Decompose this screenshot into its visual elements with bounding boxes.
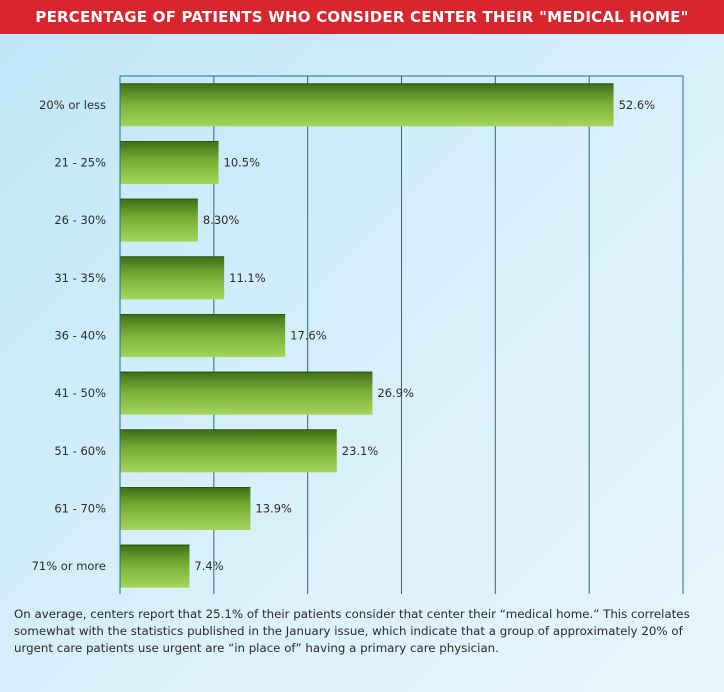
bar (120, 429, 337, 473)
value-label: 11.1% (229, 271, 266, 285)
category-label: 20% or less (39, 98, 106, 112)
title-bar: PERCENTAGE OF PATIENTS WHO CONSIDER CENT… (0, 0, 724, 34)
category-label: 61 - 70% (54, 502, 106, 516)
plot-border (119, 75, 684, 594)
category-label: 41 - 50% (54, 386, 106, 400)
value-label: 13.9% (255, 502, 292, 516)
category-label: 36 - 40% (54, 329, 106, 343)
bar (120, 314, 286, 357)
value-label: 10.5% (224, 156, 261, 170)
value-label: 23.1% (342, 444, 379, 458)
value-label: 8.30% (203, 213, 240, 227)
bar (120, 198, 198, 242)
caption-text: On average, centers report that 25.1% of… (14, 607, 690, 655)
category-label: 26 - 30% (54, 213, 106, 227)
bar (120, 371, 373, 415)
category-label: 51 - 60% (54, 444, 106, 458)
bar (120, 83, 614, 127)
bar (120, 256, 225, 300)
category-label: 21 - 25% (54, 156, 106, 170)
value-label: 7.4% (194, 559, 223, 573)
value-label: 17.6% (290, 329, 327, 343)
bar (120, 141, 219, 184)
category-label: 71% or more (32, 559, 106, 573)
bar (120, 487, 251, 530)
value-label: 52.6% (619, 98, 656, 112)
value-label: 26.9% (377, 386, 414, 400)
category-label: 31 - 35% (54, 271, 106, 285)
bar (120, 544, 190, 588)
chart-title: PERCENTAGE OF PATIENTS WHO CONSIDER CENT… (35, 8, 689, 26)
